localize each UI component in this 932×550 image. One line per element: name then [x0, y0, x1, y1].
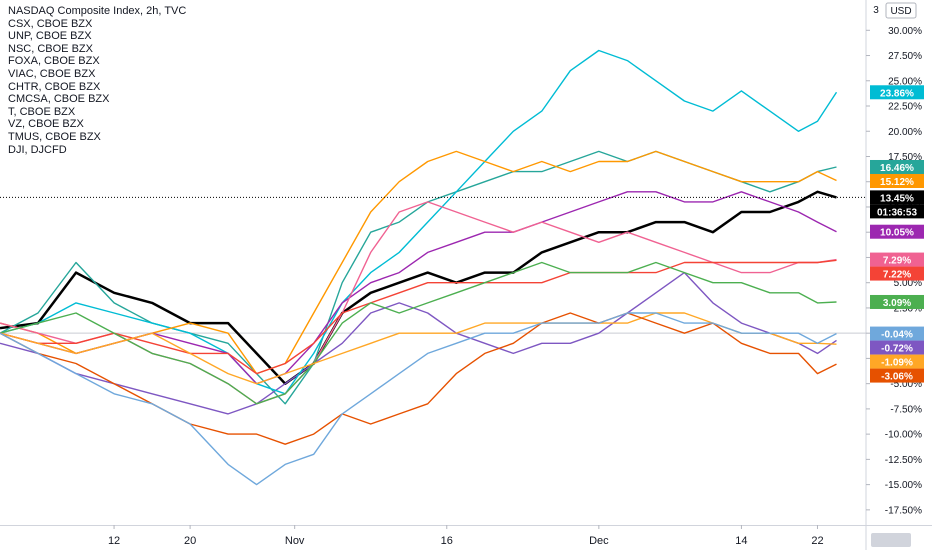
value-badge-label-8: 3.09% — [883, 298, 911, 309]
currency-button[interactable] — [885, 2, 917, 19]
value-badge-label-10: -3.06% — [881, 372, 913, 383]
y-tick-label: 20.00% — [888, 127, 922, 138]
series-line-8[interactable] — [0, 261, 837, 405]
value-badge-4 — [870, 173, 924, 188]
x-tick-label: 22 — [811, 535, 823, 547]
value-badge-5 — [870, 224, 924, 239]
x-tick-label: Nov — [285, 535, 305, 547]
y-tick-label: 22.50% — [888, 102, 922, 113]
legend-entry[interactable]: FOXA, CBOE BZX — [8, 55, 100, 68]
y-tick-label: -5.00% — [890, 379, 922, 390]
series-line-7[interactable] — [0, 259, 837, 375]
legend-title: NASDAQ Composite Index, 2h, TVC — [8, 5, 187, 17]
x-tick-label: Dec — [589, 535, 609, 547]
y-tick-label: -15.00% — [885, 480, 922, 491]
legend-entry[interactable]: VIAC, CBOE BZX — [8, 67, 96, 80]
value-badge-label-1: 16.46% — [880, 163, 914, 174]
series-line-11[interactable] — [0, 312, 837, 486]
legend-entry[interactable]: TMUS, CBOE BZX — [8, 130, 101, 143]
x-tick-label: 14 — [735, 535, 747, 547]
currency-label: USD — [890, 6, 911, 17]
series-line-3[interactable] — [0, 49, 838, 395]
value-badge-label-7: 7.22% — [883, 270, 911, 281]
series-line-4[interactable] — [0, 150, 837, 375]
x-tick-label: 12 — [108, 535, 120, 547]
y-tick-label: 17.50% — [888, 152, 922, 163]
value-badge-9 — [870, 354, 924, 369]
series-line-1[interactable] — [0, 150, 837, 405]
value-badge-label-11: -0.04% — [881, 330, 913, 341]
value-badge-label-2: -0.72% — [881, 344, 913, 355]
countdown-label: 01:36:53 — [877, 207, 917, 218]
series-line-0[interactable] — [0, 190, 837, 385]
legend-entry[interactable]: CHTR, CBOE BZX — [8, 80, 101, 93]
series-line-5[interactable] — [0, 191, 837, 385]
countdown-badge — [870, 204, 924, 219]
value-badge-label-0: 13.45% — [880, 193, 914, 204]
value-badge-11 — [870, 326, 924, 341]
value-badge-0 — [870, 190, 924, 205]
legend-entry[interactable]: UNP, CBOE BZX — [8, 30, 92, 43]
tradingview-logo[interactable] — [871, 533, 911, 547]
value-badge-8 — [870, 294, 924, 309]
y-tick-label: -12.50% — [885, 455, 922, 466]
value-badge-3 — [870, 85, 924, 100]
value-badge-1 — [870, 159, 924, 174]
legend-entry[interactable]: DJI, DJCFD — [8, 143, 67, 156]
x-tick-label: 20 — [184, 535, 196, 547]
value-badge-label-4: 15.12% — [880, 177, 914, 188]
legend-entry[interactable]: CSX, CBOE BZX — [8, 17, 93, 30]
value-badge-label-9: -1.09% — [881, 358, 913, 369]
y-tick-label: 5.00% — [894, 278, 922, 289]
legend-entry[interactable]: VZ, CBOE BZX — [8, 118, 84, 131]
legend-entry[interactable]: CMCSA, CBOE BZX — [8, 93, 110, 106]
y-tick-label: 25.00% — [888, 76, 922, 87]
value-badge-7 — [870, 266, 924, 281]
price-scale-top-label: 3 — [873, 5, 879, 16]
value-badge-6 — [870, 252, 924, 267]
series-line-2[interactable] — [0, 271, 837, 415]
value-badge-2 — [870, 340, 924, 355]
y-tick-label: 27.50% — [888, 51, 922, 62]
y-tick-label: -10.00% — [885, 430, 922, 441]
value-badge-label-6: 7.29% — [883, 256, 911, 267]
value-badge-label-5: 10.05% — [880, 228, 914, 239]
y-tick-label: 30.00% — [888, 26, 922, 37]
y-tick-label: -17.50% — [885, 505, 922, 516]
y-tick-label: -7.50% — [890, 404, 922, 415]
value-badge-10 — [870, 368, 924, 383]
x-tick-label: 16 — [441, 535, 453, 547]
legend: NASDAQ Composite Index, 2h, TVC CSX, CBO… — [8, 5, 186, 156]
value-badge-label-3: 23.86% — [880, 88, 914, 99]
legend-entry[interactable]: NSC, CBOE BZX — [8, 42, 93, 55]
legend-entry[interactable]: T, CBOE BZX — [8, 105, 76, 118]
